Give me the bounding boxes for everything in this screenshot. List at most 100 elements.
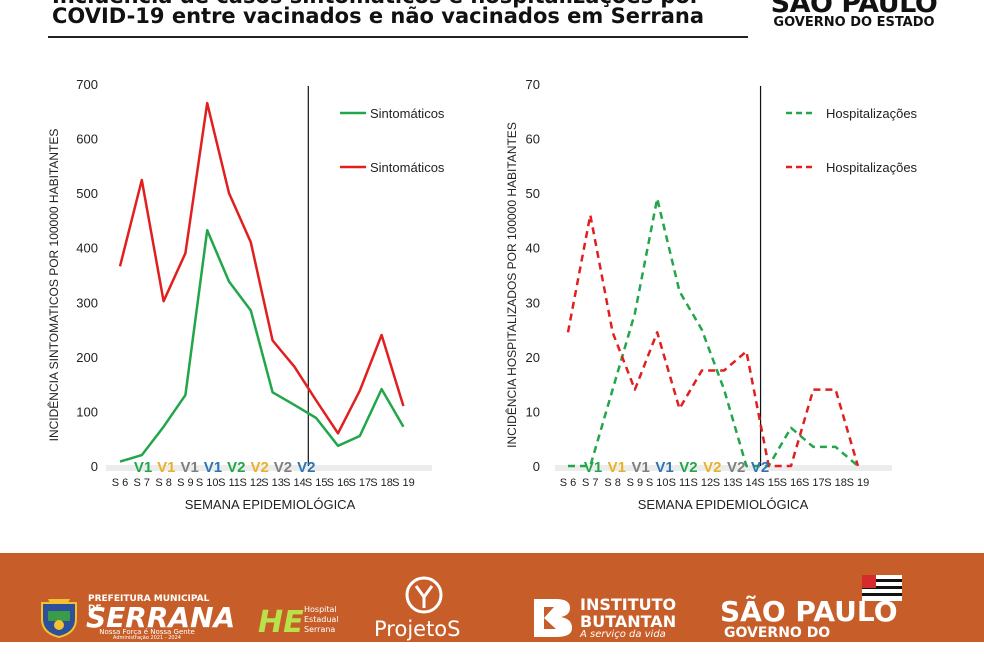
vaccination-phase-label: V1 xyxy=(584,459,602,476)
symptomatic-chart: 0 100 200 300 400 500 600 700 INCIDÊNCIA SINTOMA… xyxy=(46,77,445,512)
x-tick-label: S 6 xyxy=(560,477,577,489)
x-tick-label: S 19 xyxy=(847,477,870,489)
y-tick-label: 10 xyxy=(526,404,540,419)
x-tick-label: S 12 xyxy=(239,477,262,489)
y-axis-label: INCIDÊNCIA SINTOMATICOS POR 100000 HABIT… xyxy=(46,129,61,442)
vaccination-phase-label: V2 xyxy=(679,459,697,476)
sp-name: SÃO PAULO xyxy=(720,595,898,628)
chart-title: Incidência de casos sintomáticos e hospi… xyxy=(52,0,752,34)
he-name-3: Serrana xyxy=(304,625,336,634)
x-tick-label: S 6 xyxy=(112,477,129,489)
vaccination-phase-label: V2 xyxy=(274,459,292,476)
serrana-crest-icon xyxy=(41,599,77,639)
y-tick-label: 400 xyxy=(76,241,98,256)
vaccination-phase-label: V2 xyxy=(727,459,745,476)
x-axis-band xyxy=(106,465,432,471)
series-line-green xyxy=(119,229,405,463)
x-axis-label: SEMANA EPIDEMIOLÓGICA xyxy=(638,497,809,512)
hospitalization-chart: 0 10 20 30 40 50 60 70 INCIDÊNCIA HOSPITALIZADOS… xyxy=(504,77,918,512)
x-tick-label: S 17 xyxy=(802,477,825,489)
x-tick-label: S 16 xyxy=(327,477,350,489)
vaccination-phase-label: V1 xyxy=(608,459,626,476)
y-tick-label: 100 xyxy=(76,404,98,419)
serrana-top-text: PREFEITURA MUNICIPAL DE xyxy=(88,594,210,614)
y-tick-label: 300 xyxy=(76,295,98,310)
he-logo-mark: HE xyxy=(258,605,304,640)
x-tick-label: S 14 xyxy=(283,477,306,489)
y-tick-label: 70 xyxy=(526,77,540,92)
he-name-2: Estadual xyxy=(304,615,339,624)
y-tick-label: 0 xyxy=(91,459,98,474)
projeto-s-emblem-icon xyxy=(405,576,443,614)
y-tick-label: 700 xyxy=(76,77,98,92)
title-line-1: Incidência de casos sintomáticos e hospi… xyxy=(52,0,700,8)
x-tick-label: S 8 xyxy=(604,477,621,489)
x-tick-label: S 17 xyxy=(348,477,371,489)
y-tick-label: 200 xyxy=(76,350,98,365)
legend-label: Hospitalizações xyxy=(826,160,918,175)
x-tick-label: S 7 xyxy=(134,477,151,489)
vaccination-phase-label: V1 xyxy=(157,459,175,476)
x-tick-label: S 12 xyxy=(690,477,713,489)
legend-label: Sintomáticos xyxy=(370,160,445,175)
legend-label: Hospitalizações xyxy=(826,106,918,121)
x-tick-label: S 7 xyxy=(582,477,599,489)
sao-paulo-logo-top: SÃO PAULO GOVERNO DO ESTADO xyxy=(768,0,940,36)
sao-paulo-flag-icon xyxy=(862,575,902,601)
x-tick-label: S 18 xyxy=(824,477,847,489)
x-tick-label: S 9 xyxy=(627,477,644,489)
x-tick-label: S 14 xyxy=(735,477,758,489)
y-tick-label: 600 xyxy=(76,132,98,147)
x-tick-label: S 13 xyxy=(713,477,736,489)
x-tick-label: S 11 xyxy=(669,477,691,489)
series-line-green xyxy=(568,197,859,468)
serrana-admin: Administração 2021 - 2024 xyxy=(113,635,181,641)
x-axis-band xyxy=(555,465,892,471)
vaccination-phase-label: V1 xyxy=(204,459,222,476)
x-tick-label: S 15 xyxy=(305,477,328,489)
series-line-red xyxy=(566,213,860,468)
vaccination-phase-label: V2 xyxy=(250,459,268,476)
x-tick-label: S 19 xyxy=(392,477,415,489)
vaccination-phase-label: V2 xyxy=(751,459,769,476)
vaccination-phase-label: V2 xyxy=(703,459,721,476)
vaccination-phase-label: V1 xyxy=(180,459,198,476)
footer-band: PREFEITURA MUNICIPAL DE SERRANA Nossa Fo… xyxy=(0,553,984,657)
vaccination-phase-label: V2 xyxy=(227,459,245,476)
series-line-red xyxy=(118,101,405,435)
gov-sub: GOVERNO DO ESTADO xyxy=(773,15,935,30)
x-tick-label: S 8 xyxy=(155,477,172,489)
butantan-tagline: A serviço da vida xyxy=(580,629,666,640)
x-tick-label: S 11 xyxy=(218,477,240,489)
sp-sub: GOVERNO DO ESTADO xyxy=(724,625,831,657)
legend-label: Sintomáticos xyxy=(370,106,445,121)
y-tick-label: 0 xyxy=(533,459,540,474)
vaccination-phase-label: V1 xyxy=(134,459,152,476)
title-line-2: COVID-19 entre vacinados e não vacinados… xyxy=(52,4,704,28)
gov-name: SÃO PAULO xyxy=(770,0,938,19)
x-tick-label: S 18 xyxy=(370,477,393,489)
serrana-name: SERRANA xyxy=(86,601,236,634)
y-tick-label: 50 xyxy=(526,186,540,201)
y-tick-label: 60 xyxy=(526,132,540,147)
butantan-line-2: BUTANTAN xyxy=(580,612,677,631)
y-tick-label: 30 xyxy=(526,295,540,310)
projeto-s-text: ProjetoS xyxy=(374,617,461,641)
x-tick-label: S 15 xyxy=(757,477,780,489)
y-tick-label: 40 xyxy=(526,241,540,256)
he-name-1: Hospital xyxy=(304,605,337,614)
vaccination-phase-label: V1 xyxy=(632,459,650,476)
x-tick-label: S 16 xyxy=(780,477,803,489)
vaccination-phase-label: V2 xyxy=(297,459,315,476)
x-tick-label: S 9 xyxy=(177,477,194,489)
serrana-slogan: Nossa Força é Nossa Gente xyxy=(99,628,195,636)
x-tick-label: S 10 xyxy=(646,477,669,489)
y-tick-label: 20 xyxy=(526,350,540,365)
butantan-line-1: INSTITUTO xyxy=(580,595,677,614)
y-tick-label: 500 xyxy=(76,186,98,201)
butantan-logo-icon xyxy=(534,599,572,637)
y-axis-label: INCIDÊNCIA HOSPITALIZADOS POR 100000 HAB… xyxy=(504,122,519,448)
x-axis-label: SEMANA EPIDEMIOLÓGICA xyxy=(185,497,356,512)
x-tick-label: S 13 xyxy=(261,477,284,489)
